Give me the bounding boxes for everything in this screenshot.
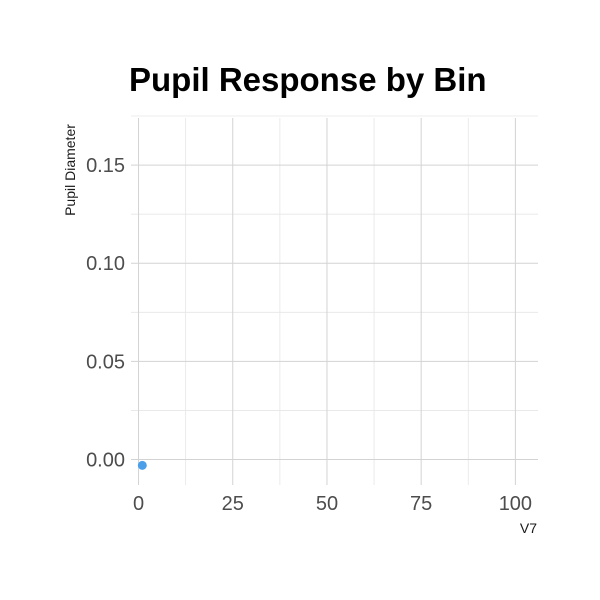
grid-lines xyxy=(131,115,538,485)
y-tick-label: 0.05 xyxy=(86,351,125,373)
data-point xyxy=(137,460,147,470)
chart-title: Pupil Response by Bin xyxy=(129,61,487,98)
x-tick-label: 25 xyxy=(222,493,244,515)
x-axis-label: V7 xyxy=(520,520,537,536)
x-tick-label: 0 xyxy=(133,493,144,515)
x-tick-label: 75 xyxy=(410,493,432,515)
data-points xyxy=(137,460,147,470)
y-axis-label: Pupil Diameter xyxy=(62,124,78,216)
x-tick-label: 100 xyxy=(499,493,532,515)
y-tick-label: 0.00 xyxy=(86,449,125,471)
y-tick-label: 0.15 xyxy=(86,155,125,177)
x-tick-label: 50 xyxy=(316,493,338,515)
y-tick-label: 0.10 xyxy=(86,253,125,275)
y-tick-labels: 0.00 0.05 0.10 0.15 xyxy=(86,155,125,471)
x-tick-labels: 0 25 50 75 100 xyxy=(133,493,532,515)
